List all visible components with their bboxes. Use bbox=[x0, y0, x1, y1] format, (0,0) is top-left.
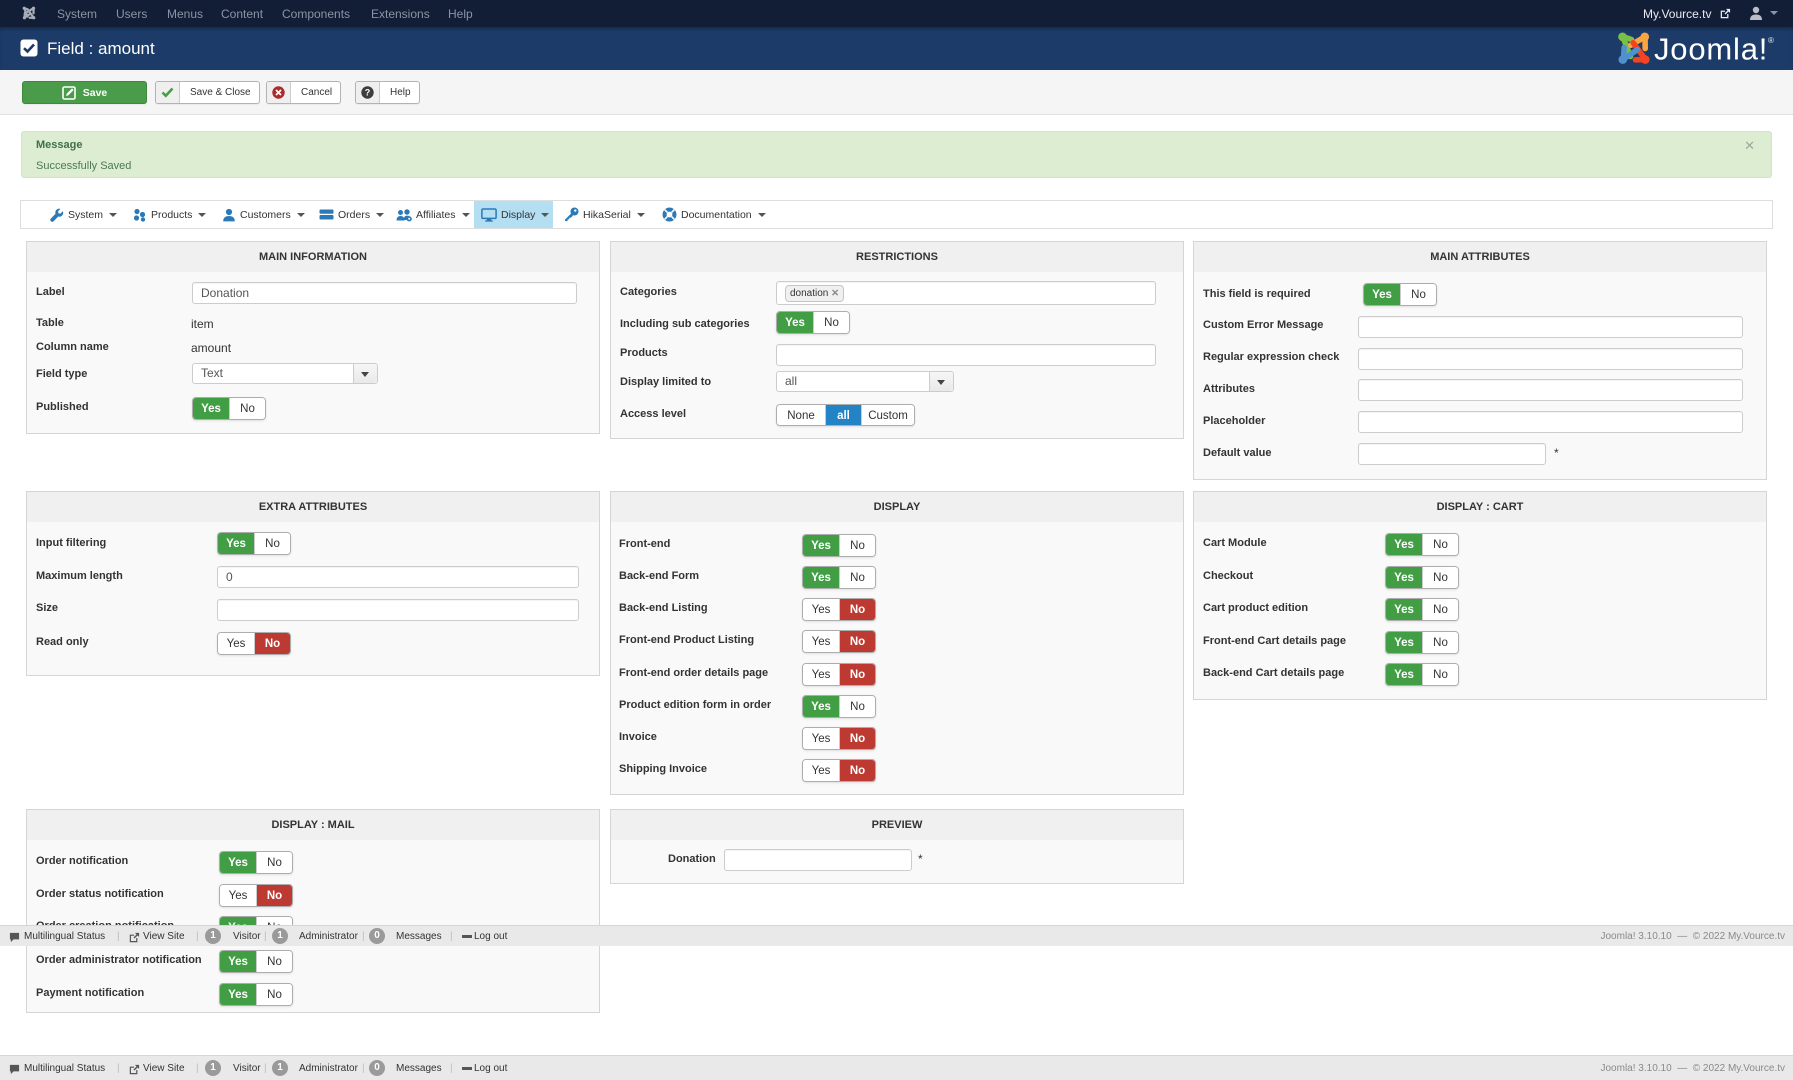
svg-text:®: ® bbox=[1768, 36, 1774, 45]
svg-text:Joomla!: Joomla! bbox=[1654, 32, 1768, 67]
svg-text:?: ? bbox=[365, 88, 371, 98]
